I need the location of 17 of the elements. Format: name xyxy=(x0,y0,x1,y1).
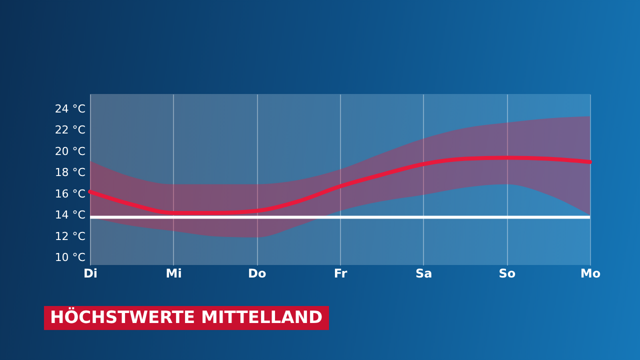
y-tick-label: 18 °C xyxy=(54,166,86,180)
line-series xyxy=(88,156,592,215)
y-tick-label: 24 °C xyxy=(54,102,86,116)
x-tick-label: Sa xyxy=(415,266,432,280)
y-tick-label: 20 °C xyxy=(54,144,86,158)
x-tick-label: Di xyxy=(83,266,98,280)
y-tick-label: 10 °C xyxy=(54,251,86,264)
y-tick-label: 22 °C xyxy=(54,124,86,137)
x-tick-label: Mi xyxy=(166,266,182,280)
y-tick-label: 16 °C xyxy=(54,187,86,200)
text: HÖCHSTWERTE MITTELLAND xyxy=(44,306,329,330)
x-tick-label: So xyxy=(498,266,516,280)
y-tick-label: 12 °C xyxy=(54,230,86,243)
y-tick-label: 14 °C xyxy=(54,208,86,222)
x-tick-label: Fr xyxy=(334,266,348,280)
x-tick-label: Mo xyxy=(580,266,601,280)
x-tick-label: Do xyxy=(248,266,266,280)
